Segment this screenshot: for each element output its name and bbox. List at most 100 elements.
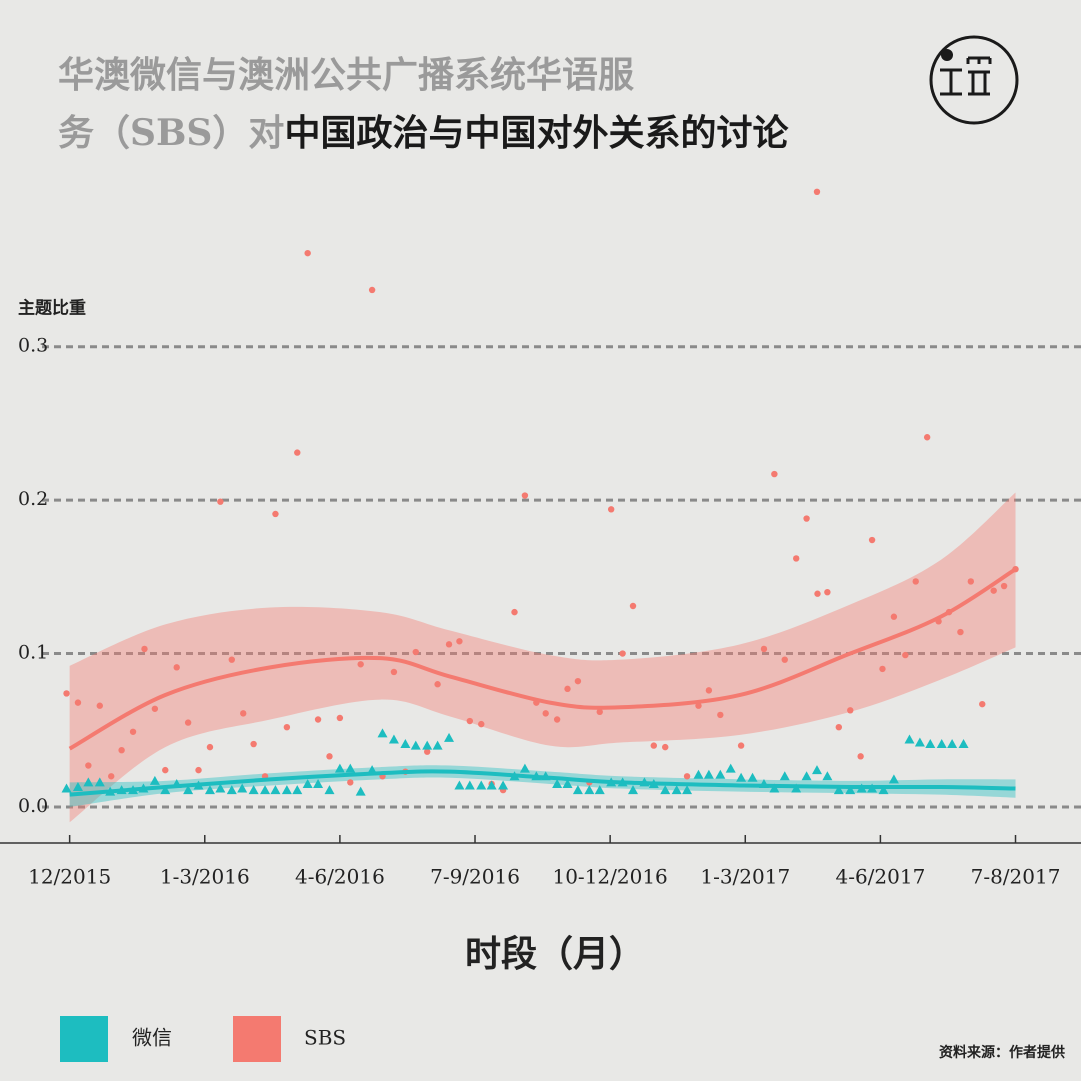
point <box>118 746 125 754</box>
point <box>833 785 844 795</box>
title-part: 务（SBS）对 <box>58 112 284 154</box>
point <box>63 690 70 697</box>
point <box>486 780 497 790</box>
point <box>424 748 431 755</box>
point <box>801 771 812 781</box>
point <box>302 778 313 788</box>
point <box>847 707 854 714</box>
point <box>498 780 509 790</box>
source: 资料来源：作者提供 <box>939 1044 1065 1061</box>
point <box>990 587 997 594</box>
point <box>542 710 549 717</box>
point <box>412 648 419 656</box>
point <box>237 783 248 793</box>
point <box>377 728 388 738</box>
point <box>925 739 936 749</box>
point <box>260 785 271 795</box>
y-tick-label: 0.0 <box>18 795 48 817</box>
point <box>562 778 573 788</box>
point <box>519 763 530 773</box>
y-tick-label: 0.2 <box>18 488 48 510</box>
x-tick-label: 12/2015 <box>28 865 111 889</box>
point <box>715 769 726 779</box>
legend-swatch <box>233 1016 281 1062</box>
point <box>957 628 964 636</box>
point <box>390 668 398 676</box>
point <box>304 249 311 257</box>
point <box>314 716 322 723</box>
title-line: 务（SBS）对中国政治与中国对外关系的讨论 <box>58 112 789 154</box>
point <box>803 515 810 522</box>
point <box>151 705 159 712</box>
point <box>574 677 582 685</box>
point <box>660 785 671 795</box>
confidence-band <box>69 492 1016 823</box>
point <box>184 719 192 726</box>
point <box>432 740 443 750</box>
point <box>814 590 821 597</box>
point <box>671 785 682 795</box>
point <box>845 785 856 795</box>
point <box>769 783 780 793</box>
point <box>456 638 463 645</box>
point <box>958 739 969 749</box>
point <box>682 785 693 795</box>
point <box>628 785 639 795</box>
point <box>464 780 475 790</box>
point <box>61 783 72 793</box>
point <box>478 720 485 728</box>
point <box>476 780 487 790</box>
point <box>552 778 563 788</box>
point <box>195 766 202 774</box>
x-tick-label: 4-6/2016 <box>295 865 385 889</box>
point <box>703 769 714 779</box>
logo <box>929 35 1019 125</box>
point <box>914 737 925 747</box>
point <box>272 510 279 518</box>
point <box>1000 582 1008 590</box>
point <box>936 739 947 749</box>
point <box>422 740 433 750</box>
point <box>857 753 864 760</box>
point <box>162 766 169 774</box>
point <box>813 188 821 196</box>
point <box>771 470 778 478</box>
point <box>596 708 603 716</box>
point <box>888 774 899 784</box>
point <box>434 681 441 688</box>
point <box>584 785 595 795</box>
point <box>737 742 745 749</box>
point <box>141 645 148 653</box>
point <box>890 613 898 620</box>
point <box>334 763 345 773</box>
point <box>410 740 421 750</box>
point <box>444 732 455 742</box>
point <box>108 773 115 780</box>
point <box>206 743 214 751</box>
x-tick-label: 4-6/2017 <box>835 865 925 889</box>
point <box>553 716 561 723</box>
point <box>967 578 975 585</box>
point <box>160 785 171 795</box>
plot: 0.0 0.1 0.2 0.3 12/2015 1-3/2016 4-6/2016 7-9/2… <box>18 188 1081 889</box>
point <box>281 785 292 795</box>
point <box>324 785 335 795</box>
legend-label: 微信 <box>132 1026 172 1050</box>
point <box>83 777 94 787</box>
x-tick-label: 7-9/2016 <box>430 865 520 889</box>
point <box>357 661 364 668</box>
title-line: 华澳微信与澳洲公共广播系统华语服 <box>58 54 634 96</box>
point <box>183 785 194 795</box>
point <box>619 650 626 657</box>
point <box>705 687 713 694</box>
point <box>878 785 889 795</box>
point <box>204 785 215 795</box>
point <box>607 506 615 513</box>
point <box>355 786 366 796</box>
point <box>879 665 886 673</box>
point <box>947 739 958 749</box>
point <box>923 434 931 441</box>
point <box>326 753 333 760</box>
